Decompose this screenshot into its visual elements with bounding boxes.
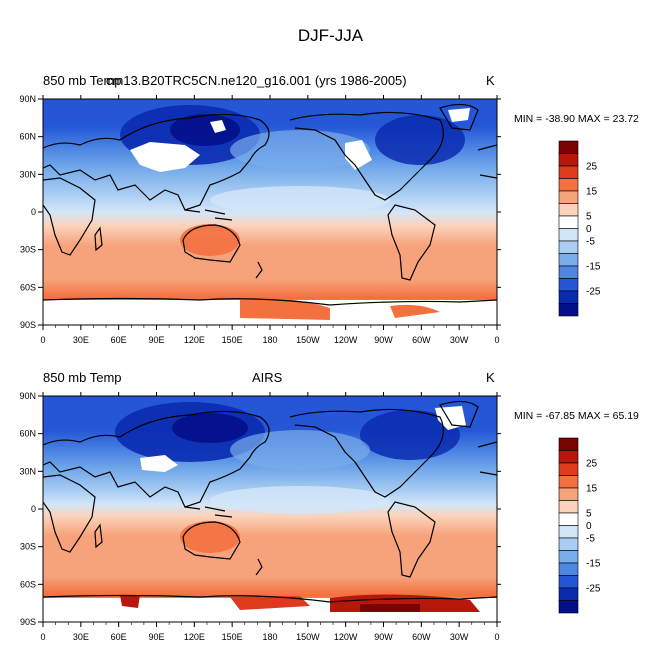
colorbar-swatch	[558, 587, 579, 601]
y-tick-label: 60N	[19, 429, 36, 439]
colorbar-swatch	[558, 600, 579, 614]
panel1-coastlines	[43, 103, 497, 306]
colorbar-label: 15	[586, 484, 598, 495]
x-tick-label: 30E	[73, 335, 89, 345]
colorbar-label: 25	[586, 459, 598, 470]
x-tick-label: 90E	[148, 335, 164, 345]
y-tick-label: 0	[31, 504, 36, 514]
colorbar-swatch	[558, 537, 579, 551]
x-tick-label: 60W	[412, 335, 431, 345]
colorbar-swatch	[558, 290, 579, 304]
panel2-map	[43, 396, 497, 622]
x-tick-label: 120E	[184, 335, 205, 345]
panel1-missing-tibet	[130, 142, 200, 172]
colorbar-swatch	[558, 253, 579, 267]
x-tick-label: 60E	[111, 335, 127, 345]
x-tick-label: 120W	[334, 632, 358, 642]
colorbar-label: 5	[586, 212, 592, 223]
panel2-minmax: MIN = -67.85 MAX = 65.19	[514, 410, 639, 422]
x-tick-label: 90W	[374, 335, 393, 345]
colorbar-label: 5	[586, 509, 592, 520]
x-tick-label: 150E	[222, 335, 243, 345]
y-tick-label: 0	[31, 207, 36, 217]
x-tick-label: 120E	[184, 632, 205, 642]
colorbar-swatch	[558, 512, 579, 526]
panel1-center-label: cm13.B20TRC5CN.ne120_g16.001 (yrs 1986-2…	[106, 73, 407, 88]
colorbar-swatch	[558, 215, 579, 229]
x-tick-label: 90W	[374, 632, 393, 642]
panel2-center-label: AIRS	[252, 370, 283, 385]
panel2-missing-tibet	[140, 455, 178, 472]
x-tick-label: 30E	[73, 632, 89, 642]
y-tick-label: 30N	[19, 466, 36, 476]
x-tick-label: 30W	[450, 335, 469, 345]
colorbar-swatch	[558, 475, 579, 489]
x-tick-label: 180	[262, 335, 277, 345]
colorbar-swatch	[558, 303, 579, 317]
colorbar-swatch	[558, 153, 579, 167]
y-tick-label: 60N	[19, 132, 36, 142]
x-tick-label: 0	[494, 632, 499, 642]
x-tick-label: 0	[494, 335, 499, 345]
panel1-units-label: K	[486, 73, 495, 88]
colorbar-swatch	[558, 228, 579, 242]
x-tick-label: 180	[262, 632, 277, 642]
x-tick-label: 0	[40, 335, 45, 345]
colorbar-label: 15	[586, 187, 598, 198]
colorbar-swatch	[558, 562, 579, 576]
x-tick-label: 60W	[412, 632, 431, 642]
x-tick-label: 90E	[148, 632, 164, 642]
colorbar-label: 0	[586, 224, 592, 235]
x-tick-label: 60E	[111, 632, 127, 642]
y-tick-label: 90S	[20, 617, 36, 627]
colorbar-swatch	[558, 140, 579, 154]
colorbar-swatch	[558, 525, 579, 539]
colorbar-swatch	[558, 575, 579, 589]
colorbar-swatch	[558, 240, 579, 254]
colorbar-swatch	[558, 462, 579, 476]
colorbar-swatch	[558, 165, 579, 179]
colorbar-label: -15	[586, 559, 601, 570]
colorbar-label: 0	[586, 521, 592, 532]
colorbar-swatch	[558, 203, 579, 217]
colorbar-swatch	[558, 500, 579, 514]
x-tick-label: 150E	[222, 632, 243, 642]
y-tick-label: 30S	[20, 542, 36, 552]
colorbar-label: -15	[586, 262, 601, 273]
x-tick-label: 150W	[296, 632, 320, 642]
colorbar-label: -25	[586, 584, 601, 595]
colorbar-label: -25	[586, 287, 601, 298]
panel2-left-label: 850 mb Temp	[43, 370, 122, 385]
panel2-coastlines	[43, 400, 497, 603]
x-tick-label: 0	[40, 632, 45, 642]
y-tick-label: 90N	[19, 94, 36, 104]
colorbar-label: -5	[586, 534, 595, 545]
panel2-units-label: K	[486, 370, 495, 385]
x-tick-label: 30W	[450, 632, 469, 642]
panel1-map	[43, 99, 497, 325]
colorbar-label: 25	[586, 162, 598, 173]
y-tick-label: 30S	[20, 245, 36, 255]
y-tick-label: 90N	[19, 391, 36, 401]
colorbar-swatch	[558, 450, 579, 464]
y-tick-label: 30N	[19, 169, 36, 179]
figure-title: DJF-JJA	[297, 26, 364, 45]
x-tick-label: 120W	[334, 335, 358, 345]
y-tick-label: 60S	[20, 579, 36, 589]
y-tick-label: 90S	[20, 320, 36, 330]
colorbar-swatch	[558, 437, 579, 451]
y-tick-label: 60S	[20, 282, 36, 292]
colorbar-swatch	[558, 278, 579, 292]
panel1-left-label: 850 mb Temp	[43, 73, 122, 88]
panel1-minmax: MIN = -38.90 MAX = 23.72	[514, 113, 639, 125]
colorbar-swatch	[558, 265, 579, 279]
x-tick-label: 150W	[296, 335, 320, 345]
colorbar-swatch	[558, 550, 579, 564]
colorbar-swatch	[558, 190, 579, 204]
colorbar-label: -5	[586, 237, 595, 248]
colorbar-swatch	[558, 178, 579, 192]
colorbar-swatch	[558, 487, 579, 501]
